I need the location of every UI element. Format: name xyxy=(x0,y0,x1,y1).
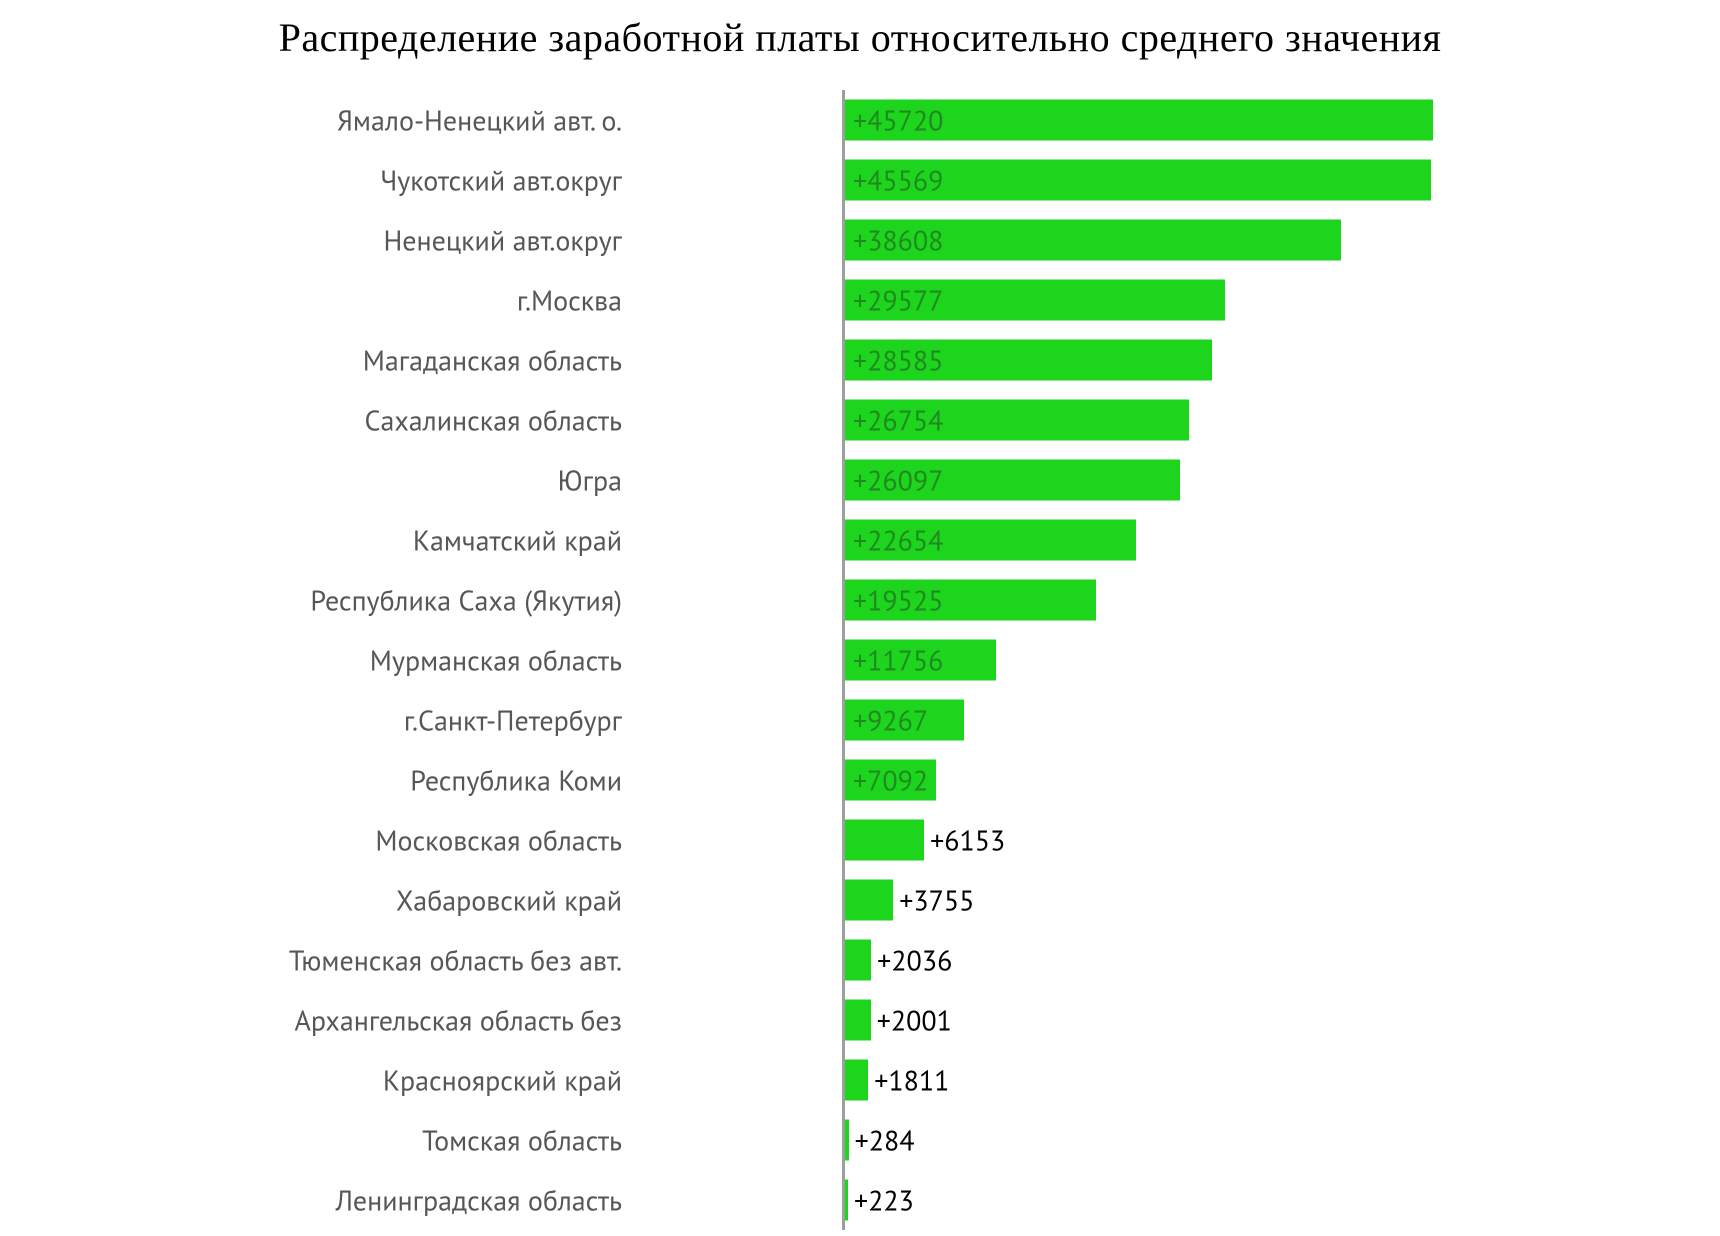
chart-row: Ленинградская область+223 xyxy=(30,1170,1530,1230)
value-label: +38608 xyxy=(853,222,943,259)
value-label: +28585 xyxy=(853,342,943,379)
category-label: Республика Коми xyxy=(0,762,622,799)
category-label: Югра xyxy=(0,462,622,499)
category-label: Чукотский авт.округ xyxy=(0,162,622,199)
bar xyxy=(845,1120,849,1161)
value-label: +11756 xyxy=(853,642,943,679)
chart-row: Московская область+6153 xyxy=(30,810,1530,870)
page: Распределение заработной платы относител… xyxy=(0,0,1720,1236)
value-label: +45569 xyxy=(853,162,943,199)
category-label: г.Санкт-Петербург xyxy=(0,702,622,739)
chart-row: Республика Саха (Якутия)+19525 xyxy=(30,570,1530,630)
chart-row: Тюменская область без авт.+2036 xyxy=(30,930,1530,990)
chart-row: Мурманская область+11756 xyxy=(30,630,1530,690)
bar-chart: Ямало-Ненецкий авт. о.+45720Чукотский ав… xyxy=(30,90,1530,1230)
category-label: Камчатский край xyxy=(0,522,622,559)
value-label: +26097 xyxy=(853,462,943,499)
bar xyxy=(845,940,871,981)
chart-row: Архангельская область без+2001 xyxy=(30,990,1530,1050)
category-label: Ненецкий авт.округ xyxy=(0,222,622,259)
bar xyxy=(845,1060,868,1101)
category-label: Томская область xyxy=(0,1122,622,1159)
bar xyxy=(845,820,924,861)
chart-row: Хабаровский край+3755 xyxy=(30,870,1530,930)
chart-row: Ямало-Ненецкий авт. о.+45720 xyxy=(30,90,1530,150)
category-label: Архангельская область без xyxy=(0,1002,622,1039)
bar xyxy=(845,880,893,921)
category-label: Республика Саха (Якутия) xyxy=(0,582,622,619)
value-label: +22654 xyxy=(853,522,943,559)
category-label: Мурманская область xyxy=(0,642,622,679)
value-label: +29577 xyxy=(853,282,943,319)
chart-row: Красноярский край+1811 xyxy=(30,1050,1530,1110)
category-label: Ямало-Ненецкий авт. о. xyxy=(0,102,622,139)
value-label: +2001 xyxy=(877,1002,952,1039)
chart-title: Распределение заработной платы относител… xyxy=(0,0,1720,81)
chart-row: г.Санкт-Петербург+9267 xyxy=(30,690,1530,750)
chart-row: Сахалинская область+26754 xyxy=(30,390,1530,450)
category-label: Сахалинская область xyxy=(0,402,622,439)
category-label: Магаданская область xyxy=(0,342,622,379)
value-label: +284 xyxy=(855,1122,915,1159)
chart-row: Чукотский авт.округ+45569 xyxy=(30,150,1530,210)
chart-row: Камчатский край+22654 xyxy=(30,510,1530,570)
value-label: +3755 xyxy=(899,882,974,919)
bar xyxy=(845,1180,848,1221)
chart-row: Магаданская область+28585 xyxy=(30,330,1530,390)
value-label: +7092 xyxy=(853,762,928,799)
category-label: г.Москва xyxy=(0,282,622,319)
value-label: +6153 xyxy=(930,822,1005,859)
category-label: Красноярский край xyxy=(0,1062,622,1099)
value-label: +2036 xyxy=(877,942,952,979)
chart-row: Республика Коми+7092 xyxy=(30,750,1530,810)
value-label: +9267 xyxy=(853,702,928,739)
value-label: +45720 xyxy=(853,102,943,139)
chart-row: Югра+26097 xyxy=(30,450,1530,510)
value-label: +1811 xyxy=(874,1062,949,1099)
value-label: +223 xyxy=(854,1182,914,1219)
bar xyxy=(845,1000,871,1041)
category-label: Ленинградская область xyxy=(0,1182,622,1219)
value-label: +26754 xyxy=(853,402,943,439)
chart-row: Ненецкий авт.округ+38608 xyxy=(30,210,1530,270)
chart-row: г.Москва+29577 xyxy=(30,270,1530,330)
category-label: Тюменская область без авт. xyxy=(0,942,622,979)
category-label: Московская область xyxy=(0,822,622,859)
chart-row: Томская область+284 xyxy=(30,1110,1530,1170)
category-label: Хабаровский край xyxy=(0,882,622,919)
value-label: +19525 xyxy=(853,582,943,619)
